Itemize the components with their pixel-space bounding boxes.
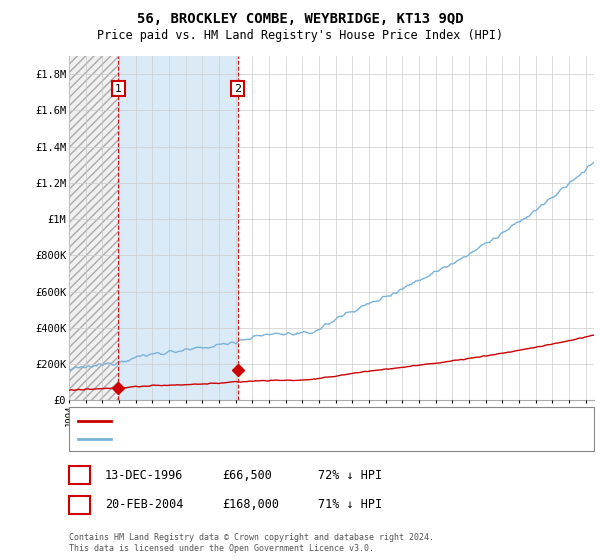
Text: Price paid vs. HM Land Registry's House Price Index (HPI): Price paid vs. HM Land Registry's House … (97, 29, 503, 42)
Text: £168,000: £168,000 (222, 498, 279, 511)
Text: 13-DEC-1996: 13-DEC-1996 (105, 469, 184, 482)
Bar (118, 56, 238, 400)
Text: 56, BROCKLEY COMBE, WEYBRIDGE, KT13 9QD (detached house): 56, BROCKLEY COMBE, WEYBRIDGE, KT13 9QD … (117, 416, 467, 426)
Text: 71% ↓ HPI: 71% ↓ HPI (318, 498, 382, 511)
Text: 20-FEB-2004: 20-FEB-2004 (105, 498, 184, 511)
Text: 56, BROCKLEY COMBE, WEYBRIDGE, KT13 9QD: 56, BROCKLEY COMBE, WEYBRIDGE, KT13 9QD (137, 12, 463, 26)
Bar (69, 56, 118, 400)
Text: 2: 2 (234, 83, 241, 94)
Text: 1: 1 (115, 83, 122, 94)
Text: £66,500: £66,500 (222, 469, 272, 482)
Text: 72% ↓ HPI: 72% ↓ HPI (318, 469, 382, 482)
Text: Contains HM Land Registry data © Crown copyright and database right 2024.
This d: Contains HM Land Registry data © Crown c… (69, 533, 434, 553)
Text: 2: 2 (76, 498, 83, 511)
Text: HPI: Average price, detached house, Elmbridge: HPI: Average price, detached house, Elmb… (117, 433, 398, 444)
Text: 1: 1 (76, 469, 83, 482)
